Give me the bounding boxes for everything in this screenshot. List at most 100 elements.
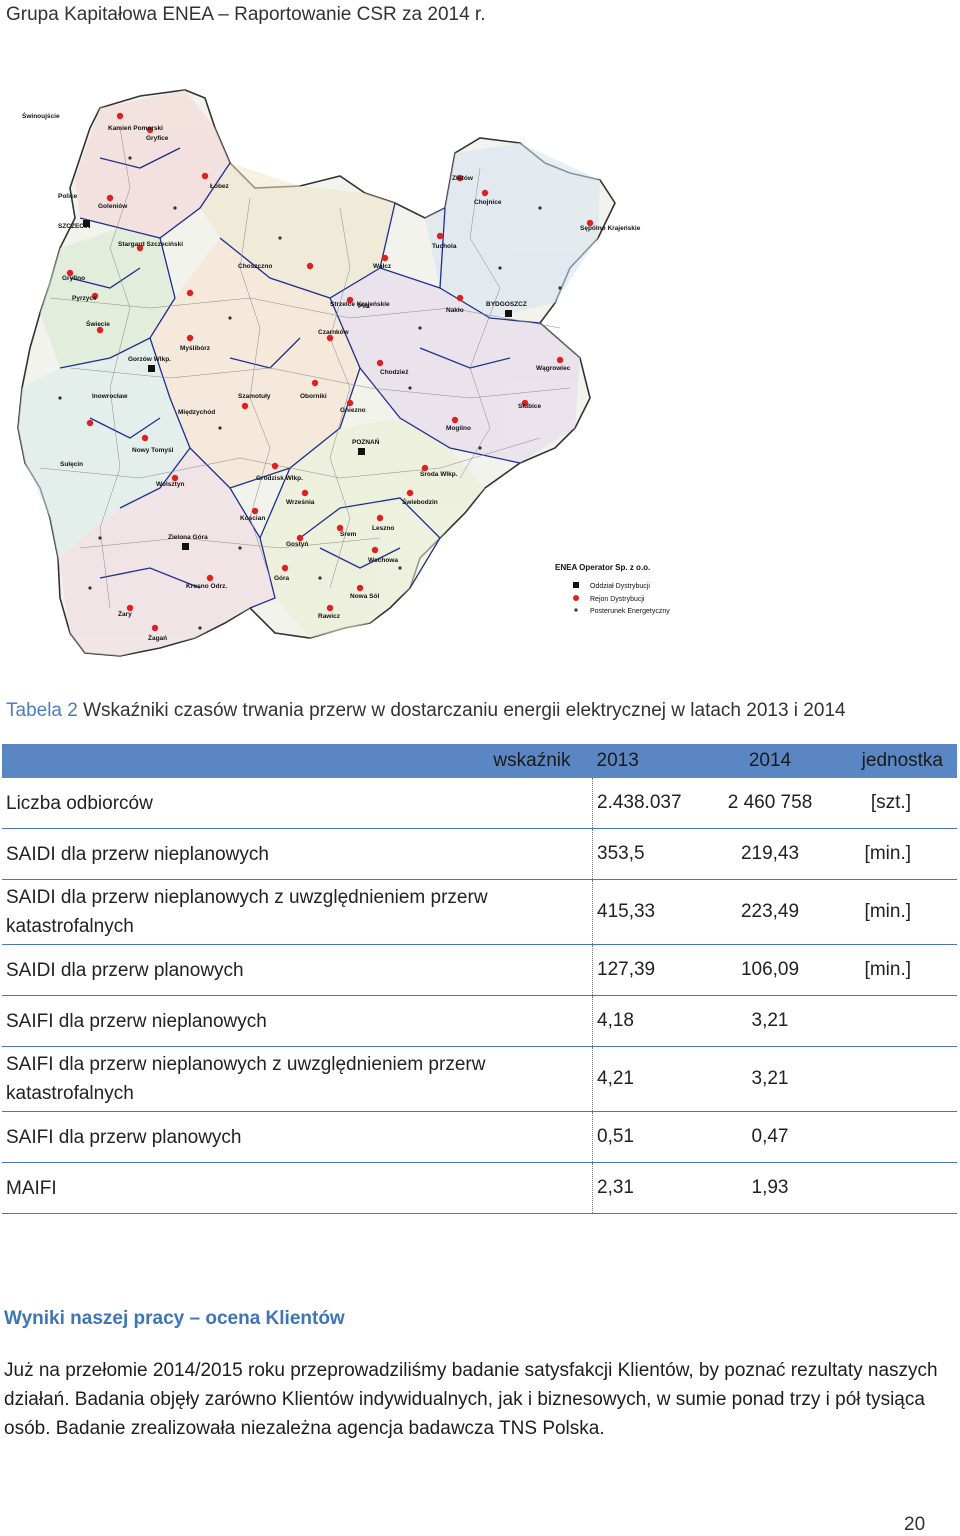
map-place-label: Świebodzin	[402, 497, 438, 506]
map-place-label: Oborniki	[300, 393, 327, 400]
place-labels: SZCZECIN POZNAŃ BYDGOSZCZ Gorzów Wlkp. Zielo…	[22, 111, 641, 642]
map-legend: ENEA Operator Sp. z o.o. Oddział Dystryb…	[555, 563, 670, 615]
branch-bydgoszcz-icon	[505, 310, 512, 317]
map-branch-label: POZNAŃ	[352, 437, 380, 446]
region-markers	[66, 112, 594, 632]
map-place-label: Żagań	[148, 634, 167, 642]
map-place-label: Mogilno	[446, 425, 471, 432]
map-place-label: Nowy Tomyśl	[132, 447, 174, 454]
map-place-label: Czarnków	[318, 329, 350, 336]
map-place-label: Pyrzyce	[72, 295, 97, 302]
row-value-2014: 223,49	[715, 879, 825, 945]
table-row: SAIFI dla przerw planowych 0,51 0,47	[2, 1111, 957, 1163]
map-place-label: Środa Wlkp.	[420, 469, 458, 478]
table-row: SAIDI dla przerw planowych 127,39 106,09…	[2, 944, 957, 996]
table-row: SAIFI dla przerw nieplanowych z uwzględn…	[2, 1046, 957, 1112]
row-indicator: SAIDI dla przerw planowych	[2, 944, 593, 996]
table-caption: Tabela 2 Wskaźniki czasów trwania przerw…	[6, 700, 846, 722]
row-unit: [min.]	[825, 944, 957, 996]
branch-poznan-icon	[358, 448, 365, 455]
post-markers	[58, 156, 562, 630]
row-indicator: SAIDI dla przerw nieplanowych z uwzględn…	[2, 879, 593, 945]
row-value-2014: 2 460 758	[715, 778, 825, 829]
map-place-label: Śrem	[340, 529, 356, 538]
map-place-label: Wolsztyn	[156, 481, 184, 488]
row-value-2014: 3,21	[715, 995, 825, 1047]
map-branch-label: Gorzów Wlkp.	[128, 356, 171, 363]
minor-boundaries	[39, 127, 571, 609]
row-value-2013: 2.438.037	[592, 778, 715, 829]
table-header-row: wskaźnik 2013 2014 jednostka	[2, 744, 957, 778]
table-row: Liczba odbiorców 2.438.037 2 460 758 [sz…	[2, 778, 957, 829]
row-value-2013: 0,51	[592, 1111, 715, 1163]
row-unit	[825, 995, 957, 1047]
map-place-label: Żary	[118, 610, 132, 618]
map-place-label: Września	[286, 499, 315, 506]
row-value-2013: 127,39	[592, 944, 715, 996]
map-place-label: Gryfino	[62, 275, 85, 282]
row-unit	[825, 1162, 957, 1214]
map-branch-label: SZCZECIN	[58, 223, 91, 230]
legend-item-branch: Oddział Dystrybucji	[590, 583, 650, 590]
header-unit: jednostka	[825, 744, 957, 778]
header-2014: 2014	[715, 744, 825, 778]
map-place-label: Krosno Odrz.	[186, 583, 227, 590]
map-place-label: Świnoujście	[22, 111, 60, 120]
map-place-label: Łobez	[210, 183, 230, 190]
map-place-label: Tuchola	[432, 243, 457, 250]
map-place-label: Gryfice	[146, 135, 169, 142]
row-unit: [min.]	[825, 879, 957, 945]
map-place-label: Gniezno	[340, 407, 366, 414]
map-place-label: Rawicz	[318, 613, 341, 620]
table-row: MAIFI 2,31 1,93	[2, 1162, 957, 1214]
map-place-label: Piła	[358, 303, 370, 310]
table-caption-text: Wskaźniki czasów trwania przerw w dostar…	[77, 700, 846, 721]
branch-gorzow-icon	[148, 365, 155, 372]
map-place-label: Inowrocław	[92, 393, 128, 400]
map-place-label: Sulęcin	[60, 461, 83, 468]
row-value-2014: 106,09	[715, 944, 825, 996]
map-place-label: Wschowa	[368, 557, 398, 564]
document-header: Grupa Kapitałowa ENEA – Raportowanie CSR…	[6, 4, 486, 25]
map-place-label: Leszno	[372, 525, 394, 532]
row-value-2013: 353,5	[592, 828, 715, 880]
legend-item-post: Posterunek Energetyczny	[590, 608, 670, 615]
map-place-label: Kamień Pomorski	[108, 125, 163, 132]
row-value-2014: 3,21	[715, 1046, 825, 1112]
map-place-label: Góra	[274, 575, 290, 582]
table-caption-label: Tabela 2	[6, 700, 78, 721]
map-place-label: Nakło	[446, 307, 464, 314]
row-indicator: Liczba odbiorców	[2, 778, 593, 829]
row-unit: [min.]	[825, 828, 957, 880]
service-area-map: SZCZECIN POZNAŃ BYDGOSZCZ Gorzów Wlkp. Zielo…	[0, 68, 720, 668]
row-indicator: SAIFI dla przerw planowych	[2, 1111, 593, 1163]
map-place-label: Wałcz	[373, 263, 392, 270]
map-place-label: Słubice	[518, 403, 542, 410]
table-row: SAIDI dla przerw nieplanowych 353,5 219,…	[2, 828, 957, 880]
legend-post-icon	[574, 608, 578, 612]
map-place-label: Grodzisk Wlkp.	[256, 475, 303, 482]
map-place-label: Gostyń	[286, 541, 308, 548]
header-2013: 2013	[592, 744, 715, 778]
map-place-label: Szamotuły	[238, 393, 271, 400]
map-place-label: Nowa Sól	[350, 593, 379, 600]
map-branch-label: Zielona Góra	[168, 534, 208, 541]
row-unit	[825, 1111, 957, 1163]
map-place-label: Stargard Szczeciński	[118, 241, 183, 248]
branch-szczecin-icon	[83, 220, 90, 227]
row-indicator: SAIDI dla przerw nieplanowych	[2, 828, 593, 880]
row-indicator: MAIFI	[2, 1162, 593, 1214]
legend-region-icon	[573, 595, 579, 601]
map-place-label: Police	[58, 193, 78, 200]
page-number: 20	[904, 1514, 926, 1535]
legend-branch-icon	[573, 582, 579, 588]
header-indicator: wskaźnik	[2, 744, 593, 778]
row-value-2013: 2,31	[592, 1162, 715, 1214]
row-unit: [szt.]	[825, 778, 957, 829]
map-place-label: Chojnice	[474, 199, 502, 206]
section-title: Wyniki naszej pracy – ocena Klientów	[4, 1308, 345, 1329]
row-value-2014: 0,47	[715, 1111, 825, 1163]
legend-item-region: Rejon Dystrybucji	[590, 596, 645, 603]
row-unit	[825, 1046, 957, 1112]
map-place-label: Strzelce Krajeńskie	[330, 301, 390, 308]
